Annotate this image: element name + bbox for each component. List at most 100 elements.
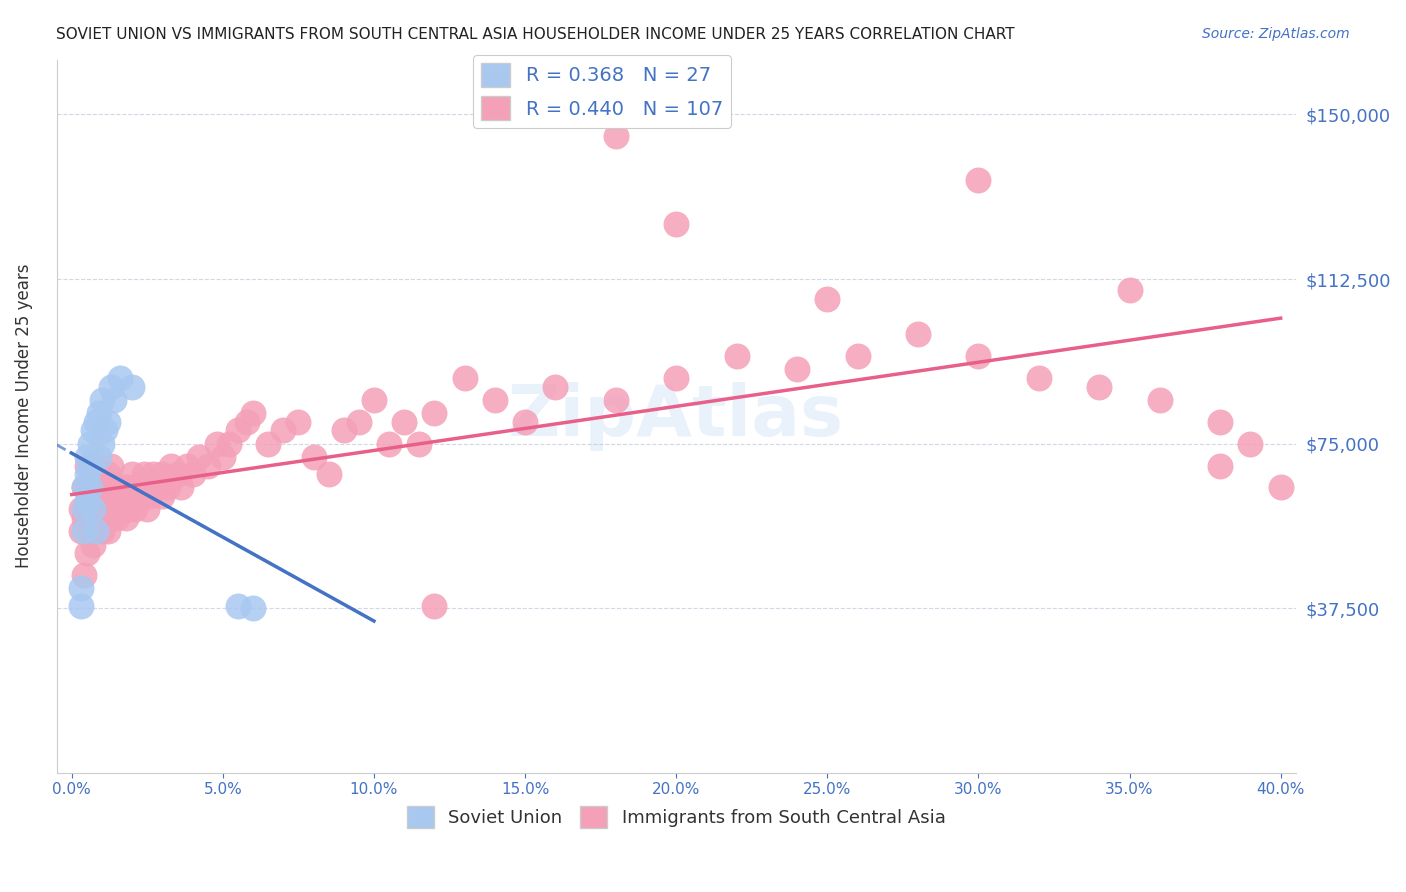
Point	[73, 524, 96, 539]
Point	[257, 436, 280, 450]
Point	[84, 502, 107, 516]
Point	[408, 436, 430, 450]
Point	[181, 467, 204, 482]
Point	[118, 502, 141, 516]
Point	[84, 458, 107, 473]
Legend: Soviet Union, Immigrants from South Central Asia: Soviet Union, Immigrants from South Cent…	[399, 798, 953, 835]
Point	[423, 406, 446, 420]
Point	[725, 349, 748, 363]
Point	[318, 467, 340, 482]
Point	[76, 458, 98, 473]
Point	[136, 481, 159, 495]
Point	[115, 481, 138, 495]
Point	[76, 450, 98, 464]
Point	[907, 326, 929, 341]
Point	[91, 436, 114, 450]
Point	[73, 481, 96, 495]
Point	[124, 502, 146, 516]
Point	[94, 424, 117, 438]
Point	[87, 450, 110, 464]
Point	[484, 392, 506, 407]
Point	[73, 568, 96, 582]
Text: ZipAtlas: ZipAtlas	[508, 382, 844, 450]
Point	[129, 481, 152, 495]
Point	[1088, 379, 1111, 393]
Point	[82, 511, 104, 525]
Point	[176, 458, 198, 473]
Point	[211, 450, 233, 464]
Point	[105, 489, 128, 503]
Point	[73, 502, 96, 516]
Point	[121, 379, 143, 393]
Point	[242, 601, 264, 615]
Point	[157, 481, 180, 495]
Point	[76, 481, 98, 495]
Point	[332, 424, 354, 438]
Point	[218, 436, 240, 450]
Point	[91, 502, 114, 516]
Point	[302, 450, 325, 464]
Point	[242, 406, 264, 420]
Point	[115, 511, 138, 525]
Point	[363, 392, 385, 407]
Point	[97, 467, 120, 482]
Point	[121, 489, 143, 503]
Point	[79, 524, 101, 539]
Point	[91, 392, 114, 407]
Point	[236, 415, 259, 429]
Point	[169, 481, 191, 495]
Point	[100, 379, 122, 393]
Point	[82, 493, 104, 508]
Point	[97, 415, 120, 429]
Point	[605, 392, 627, 407]
Point	[134, 467, 156, 482]
Point	[152, 467, 174, 482]
Point	[378, 436, 401, 450]
Point	[87, 511, 110, 525]
Point	[1118, 283, 1140, 297]
Point	[103, 502, 125, 516]
Point	[1028, 371, 1050, 385]
Point	[226, 424, 249, 438]
Point	[103, 392, 125, 407]
Point	[287, 415, 309, 429]
Point	[108, 371, 131, 385]
Point	[124, 481, 146, 495]
Point	[139, 489, 162, 503]
Point	[87, 406, 110, 420]
Point	[846, 349, 869, 363]
Point	[108, 502, 131, 516]
Point	[79, 458, 101, 473]
Point	[100, 458, 122, 473]
Point	[69, 582, 91, 596]
Point	[108, 481, 131, 495]
Point	[187, 450, 209, 464]
Point	[79, 481, 101, 495]
Point	[100, 511, 122, 525]
Point	[84, 524, 107, 539]
Point	[136, 502, 159, 516]
Point	[73, 511, 96, 525]
Point	[69, 599, 91, 613]
Point	[91, 524, 114, 539]
Point	[76, 502, 98, 516]
Point	[82, 424, 104, 438]
Point	[82, 502, 104, 516]
Point	[453, 371, 475, 385]
Point	[392, 415, 415, 429]
Point	[91, 481, 114, 495]
Point	[605, 129, 627, 144]
Point	[166, 467, 188, 482]
Point	[1209, 415, 1232, 429]
Point	[76, 467, 98, 482]
Point	[967, 173, 990, 187]
Point	[82, 467, 104, 482]
Point	[103, 481, 125, 495]
Point	[423, 599, 446, 613]
Point	[105, 511, 128, 525]
Point	[142, 467, 165, 482]
Point	[1149, 392, 1171, 407]
Point	[82, 537, 104, 551]
Point	[544, 379, 567, 393]
Point	[112, 493, 135, 508]
